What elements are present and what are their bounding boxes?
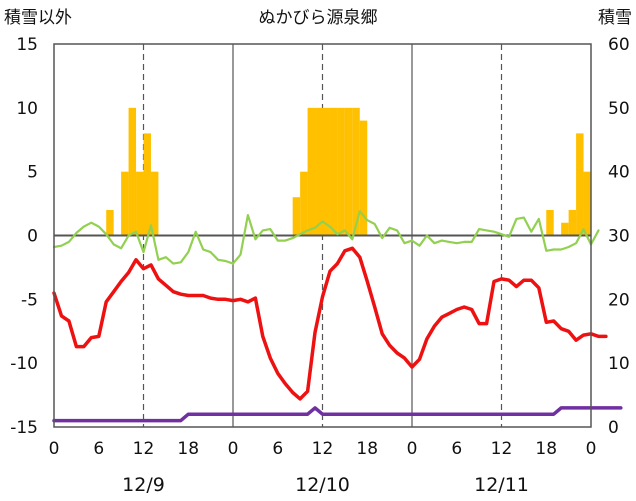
right-tick-label: 50 — [608, 99, 630, 119]
right-tick-label: 60 — [608, 35, 630, 55]
snow-bar — [337, 107, 345, 236]
series-lines — [52, 210, 623, 423]
x-tick-label: 6 — [93, 439, 104, 459]
left-tick-label: 0 — [27, 227, 38, 247]
right-tick-label: 40 — [608, 163, 630, 183]
snow-bar — [300, 171, 308, 236]
date-label: 12/11 — [474, 474, 529, 496]
left-ticks: 15 10 5 0 -5 -10 -15 — [10, 35, 38, 438]
left-tick-label: -5 — [21, 290, 38, 310]
x-tick-label: 18 — [535, 439, 557, 459]
x-ticks: 0 6 12 18 0 6 12 18 0 6 12 18 0 — [49, 439, 597, 459]
snow-bar — [106, 209, 114, 236]
x-tick-label: 6 — [451, 439, 462, 459]
snow-bar — [583, 171, 591, 236]
snow-bar — [561, 222, 569, 236]
x-tick-label: 12 — [312, 439, 334, 459]
date-label: 12/10 — [295, 474, 350, 496]
temperature-line — [52, 246, 608, 401]
date-labels: 12/9 12/10 12/11 — [122, 474, 529, 496]
plot-frame — [53, 43, 592, 428]
snow-bar — [128, 107, 137, 236]
right-tick-label: 0 — [608, 418, 619, 438]
x-tick-label: 18 — [177, 439, 199, 459]
x-tick-label: 0 — [586, 439, 597, 459]
snow-bar — [315, 107, 323, 236]
plot-border — [53, 43, 592, 428]
snow-bar — [329, 107, 338, 236]
snow-bars — [106, 107, 591, 236]
x-tick-label: 0 — [49, 439, 60, 459]
snow-bar — [307, 107, 316, 236]
right-axis-label: 積雪 — [598, 8, 632, 28]
left-axis-label: 積雪以外 — [4, 8, 72, 28]
right-tick-label: 30 — [608, 227, 630, 247]
snow-bar — [322, 107, 330, 236]
x-tick-label: 0 — [228, 439, 239, 459]
x-tick-label: 6 — [272, 439, 283, 459]
right-tick-label: 10 — [608, 354, 630, 374]
left-tick-label: 5 — [27, 163, 38, 183]
purple-series-line — [52, 406, 623, 423]
snow-bar — [576, 133, 584, 236]
snow-bar — [136, 171, 144, 236]
x-tick-label: 18 — [356, 439, 378, 459]
right-ticks: 60 50 40 30 20 10 0 — [608, 35, 630, 438]
snow-bar — [546, 209, 554, 236]
snow-bar — [150, 171, 159, 236]
snow-bar — [568, 209, 577, 236]
snow-bar — [352, 107, 360, 236]
left-tick-label: 15 — [16, 35, 38, 55]
left-tick-label: 10 — [16, 99, 38, 119]
x-tick-label: 0 — [407, 439, 418, 459]
x-tick-label: 12 — [133, 439, 155, 459]
chart-title: ぬかびら源泉郷 — [259, 8, 378, 28]
snow-bar — [143, 133, 151, 236]
x-tick-label: 12 — [491, 439, 513, 459]
green-series-line — [52, 210, 600, 265]
left-tick-label: -10 — [10, 354, 38, 374]
left-tick-label: -15 — [10, 418, 38, 438]
snow-bar — [359, 120, 368, 236]
date-label: 12/9 — [122, 474, 165, 496]
snow-bar — [344, 107, 353, 236]
snow-bar — [292, 197, 301, 236]
snow-bar — [121, 171, 129, 236]
right-tick-label: 20 — [608, 290, 630, 310]
